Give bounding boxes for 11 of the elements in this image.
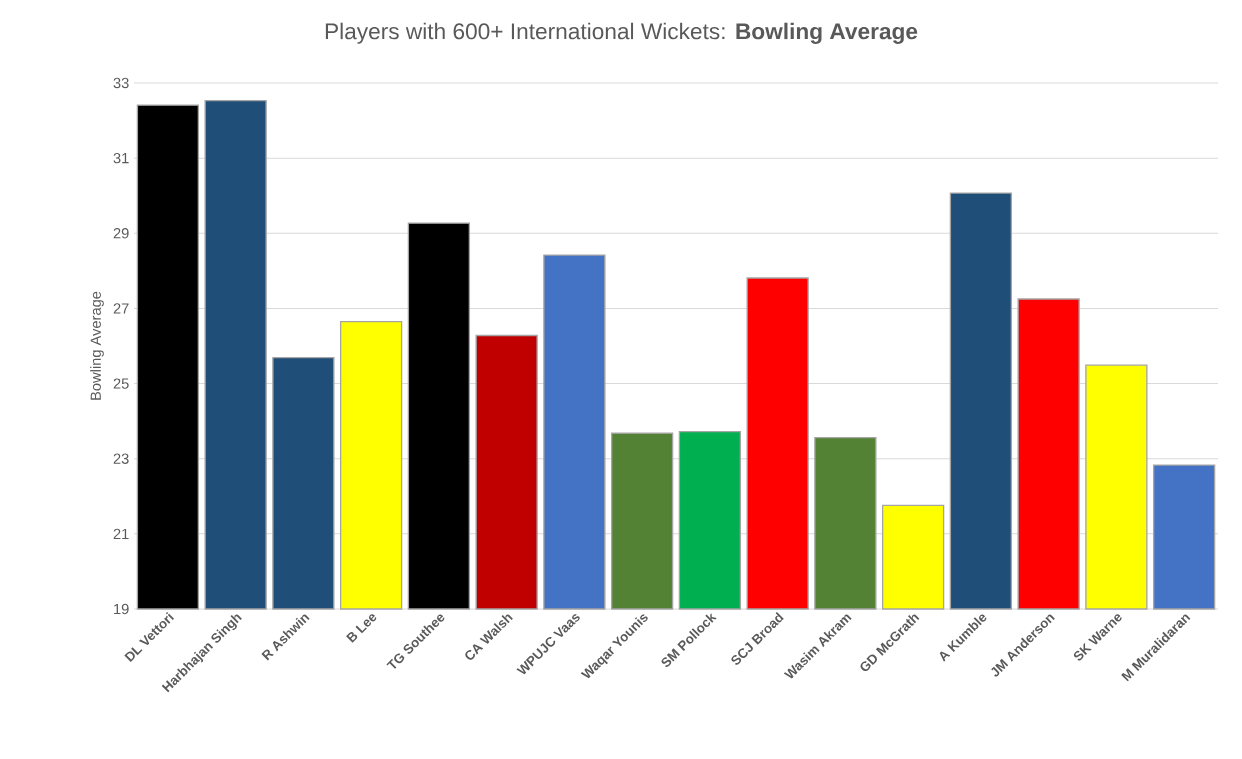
y-tick-label: 31: [113, 152, 129, 164]
y-tick-label: 21: [113, 528, 129, 539]
y-tick-label: 19: [114, 603, 129, 615]
y-tick-label: 29: [113, 228, 129, 239]
y-tick-label: 23: [113, 453, 129, 464]
x-tick-label: B Lee: [346, 614, 377, 643]
y-tick-label: 25: [113, 378, 129, 389]
y-tick-label: 27: [113, 303, 129, 314]
y-tick-label: 33: [113, 77, 129, 89]
y-axis-title: Bowling Average: [90, 291, 104, 400]
chart-title: Players with 600+ International Wickets: Bowling Average: [325, 22, 918, 44]
